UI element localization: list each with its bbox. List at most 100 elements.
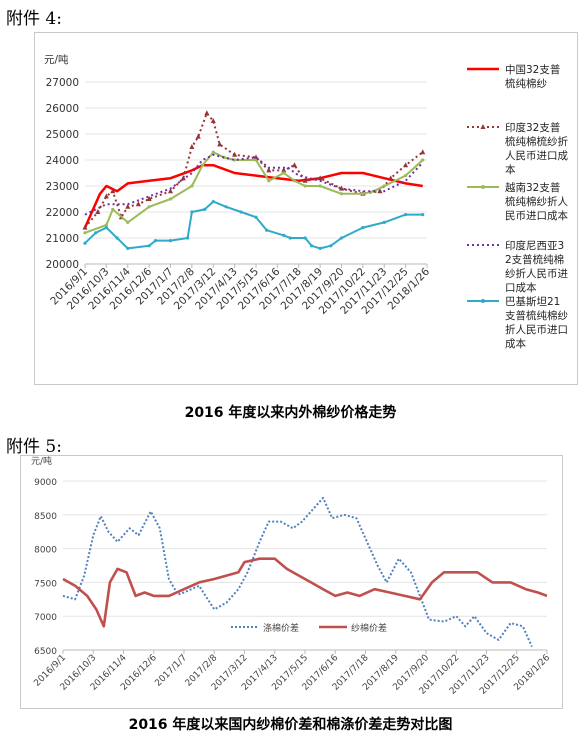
legend-marker-2 (481, 185, 485, 189)
chart-1-caption: 2016 年度以来内外棉纱价格走势 (184, 405, 397, 421)
series-marker-4 (104, 226, 108, 230)
series-marker-2 (339, 192, 344, 196)
series-marker-4 (382, 220, 386, 224)
series-marker-2 (267, 179, 271, 183)
series-line-0 (62, 496, 533, 648)
series-marker-1 (420, 149, 426, 155)
series-line-3 (84, 153, 424, 216)
series-marker-4 (339, 236, 344, 240)
legend-label-3: 印度尼西亚3 (505, 239, 564, 252)
series-marker-2 (282, 171, 286, 175)
series-marker-4 (83, 241, 87, 245)
series-marker-2 (147, 205, 151, 209)
cotton-yarn-price-chart: 元/吨 20000 21000 22000 23000 24000 25000 26000 27… (44, 53, 568, 350)
series-marker-1 (204, 110, 210, 116)
series-marker-4 (190, 210, 194, 214)
legend-label-2: 民币进口成本 (505, 209, 568, 222)
x-tick-label: 2017/1/7 (153, 653, 189, 689)
series-marker-1 (291, 162, 297, 168)
series-marker-4 (147, 244, 151, 248)
series-marker-1 (210, 118, 216, 123)
series-marker-4 (361, 226, 365, 230)
series-marker-1 (103, 193, 109, 199)
series-marker-2 (382, 184, 386, 188)
legend-label-1: 印度32支普 (505, 121, 560, 134)
series-marker-1 (195, 133, 201, 139)
series-marker-2 (200, 163, 205, 167)
series-marker-1 (403, 162, 409, 168)
y-tick-label: 9000 (34, 478, 57, 488)
y-tick-label: 7000 (34, 613, 57, 623)
y-tick-label: 8500 (34, 512, 57, 522)
series-marker-4 (265, 228, 269, 232)
legend-label-1: 梳纯棉梳纱折 (505, 135, 568, 148)
series-marker-2 (303, 184, 307, 188)
series-marker-2 (83, 231, 87, 235)
series-marker-2 (421, 158, 425, 162)
y-tick-label: 23000 (46, 181, 79, 193)
y-tick-label: 20000 (46, 259, 79, 271)
legend-label-0: 中国32支普 (505, 63, 560, 76)
series-marker-2 (104, 223, 108, 227)
series-marker-1 (232, 151, 238, 157)
series-marker-4 (186, 236, 190, 240)
series-marker-1 (125, 203, 131, 209)
series-marker-1 (168, 188, 173, 194)
legend-label-4: 巴基斯坦21 (505, 295, 560, 308)
y-tick-label: 21000 (46, 233, 79, 245)
series-marker-1 (388, 175, 394, 181)
series-marker-4 (329, 244, 333, 248)
attachment-5-label: 附件 5: (6, 437, 62, 457)
y-tick-label: 22000 (46, 207, 79, 219)
chart-1-frame: 元/吨 20000 21000 22000 23000 24000 25000 26000 27… (34, 32, 578, 385)
series-marker-4 (126, 246, 130, 250)
legend-label-3: 纱折人民币进 (505, 267, 568, 280)
series-marker-4 (282, 233, 286, 237)
series-marker-4 (303, 236, 307, 240)
series-marker-2 (168, 197, 173, 201)
y-tick-label: 27000 (46, 77, 79, 89)
y-tick-label: 7500 (34, 579, 57, 589)
chart-2-frame: 元/吨 6500 7000 7500 8000 8500 9000 2016/9/1 2016/… (20, 455, 563, 709)
legend-label-0: 梳纯棉纱 (505, 77, 547, 90)
legend-label-3: 口成本 (505, 281, 537, 294)
series-marker-2 (211, 150, 215, 154)
legend-marker-4 (481, 299, 485, 303)
series-marker-4 (211, 200, 215, 204)
series-marker-1 (82, 224, 88, 230)
price-spread-chart: 元/吨6500700075008000850090002016/9/12016/… (31, 455, 552, 697)
series-marker-2 (361, 192, 365, 196)
series-marker-4 (94, 231, 98, 235)
series-line-1 (62, 557, 548, 628)
series-marker-2 (292, 179, 297, 183)
series-marker-2 (404, 174, 408, 178)
series-marker-1 (281, 167, 287, 173)
legend-marker-1 (480, 124, 486, 129)
legend-label-2: 梳纯棉纱折人 (505, 195, 568, 208)
chart-2-caption: 2016 年度以来国内纱棉价差和棉涤价差走势对比图 (128, 717, 453, 733)
series-line-2 (84, 151, 424, 234)
series-marker-4 (203, 207, 207, 211)
series-line-0 (83, 163, 423, 229)
series-marker-4 (254, 215, 258, 219)
series-marker-1 (189, 144, 195, 149)
legend-label-1: 纱棉价差 (351, 622, 387, 634)
y-tick-label: 26000 (46, 103, 79, 115)
series-marker-4 (224, 205, 228, 209)
series-marker-4 (404, 213, 408, 217)
legend-label-2: 越南32支普 (505, 181, 560, 194)
series-marker-1 (146, 196, 152, 201)
series-marker-1 (95, 209, 101, 214)
y-tick-label: 6500 (34, 647, 57, 657)
series-marker-4 (421, 213, 425, 217)
legend-label-4: 折人民币进口 (505, 323, 568, 336)
series-marker-4 (239, 210, 243, 214)
y-axis-unit-label: 元/吨 (44, 53, 69, 66)
legend-label-1: 人民币进口成 (505, 150, 568, 162)
series-marker-1 (266, 167, 272, 173)
attachment-4-label: 附件 4: (6, 9, 62, 29)
y-tick-label: 25000 (46, 129, 79, 141)
y-axis-unit-label: 元/吨 (31, 456, 52, 467)
series-marker-1 (135, 201, 141, 207)
y-tick-label: 8000 (34, 546, 57, 556)
